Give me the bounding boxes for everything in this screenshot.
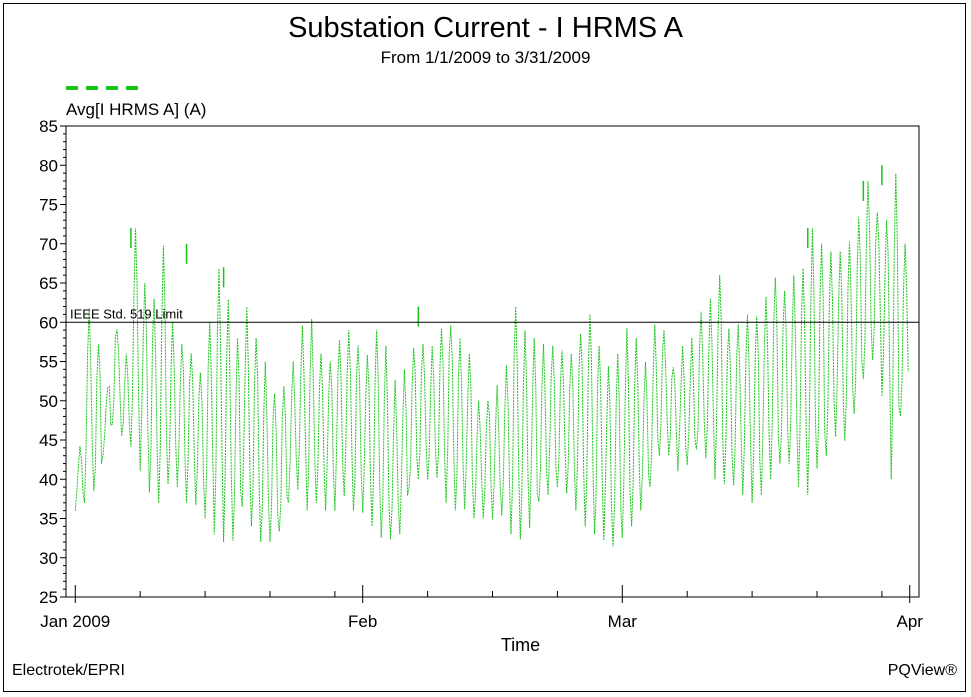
chart-subtitle: From 1/1/2009 to 3/31/2009 <box>380 48 591 67</box>
x-axis-label: Time <box>501 635 540 655</box>
chart-title: Substation Current - I HRMS A <box>288 12 683 44</box>
limit-label: IEEE Std. 519 Limit <box>70 306 183 321</box>
y-tick-label: 60 <box>39 313 58 332</box>
plot-border <box>65 125 920 598</box>
y-tick-label: 40 <box>39 470 58 489</box>
y-tick-label: 65 <box>39 274 58 293</box>
footer-credit: Electrotek/EPRI <box>12 662 125 679</box>
y-tick-label: 50 <box>39 392 58 411</box>
series-line <box>74 173 909 547</box>
x-tick-label: Mar <box>608 612 638 631</box>
y-tick-label: 70 <box>39 235 58 254</box>
y-tick-label: 35 <box>39 510 58 529</box>
y-tick-label: 55 <box>39 353 58 372</box>
legend-swatch <box>66 86 142 90</box>
x-tick-label: Jan 2009 <box>40 612 110 631</box>
y-tick-label: 75 <box>39 196 58 215</box>
x-tick-label: Apr <box>896 612 923 631</box>
legend-label: Avg[I HRMS A] (A) <box>66 100 207 119</box>
footer-product: PQView® <box>887 662 957 679</box>
y-tick-label: 80 <box>39 156 58 175</box>
x-tick-label: Feb <box>348 612 377 631</box>
y-tick-label: 45 <box>39 431 58 450</box>
y-tick-label: 30 <box>39 549 58 568</box>
y-tick-label: 25 <box>39 588 58 607</box>
chart-frame <box>3 3 966 692</box>
y-tick-label: 85 <box>39 117 58 136</box>
